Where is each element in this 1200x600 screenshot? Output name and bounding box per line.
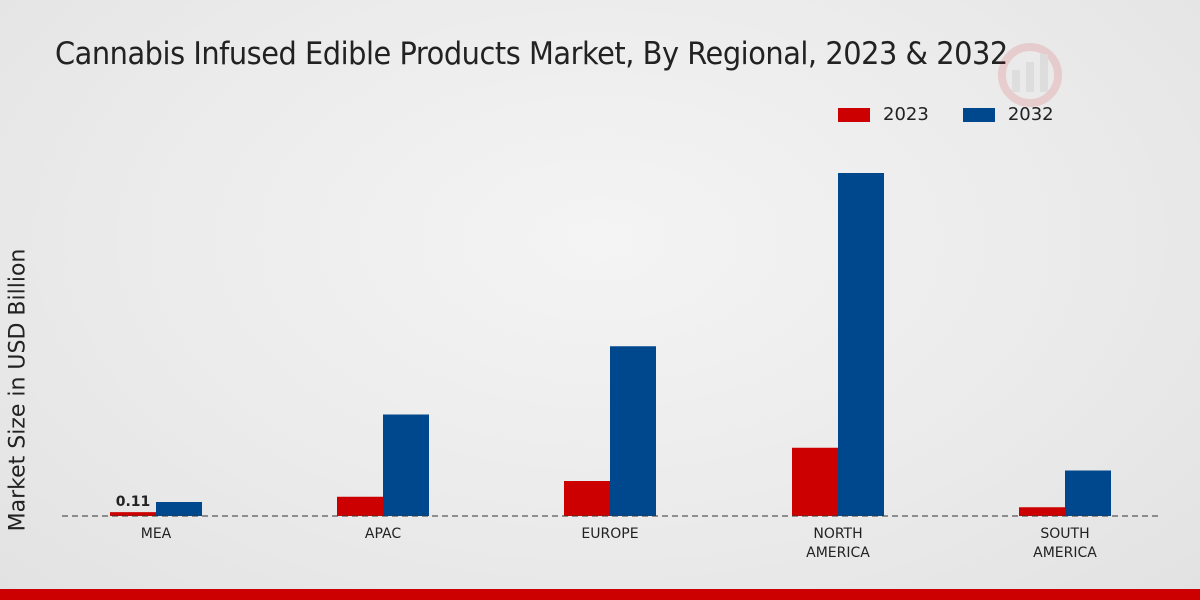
legend-swatch-2023 bbox=[838, 107, 870, 122]
bar-2023-1 bbox=[337, 496, 383, 516]
x-tick-label-3-1: AMERICA bbox=[806, 545, 870, 561]
legend-label-2023: 2023 bbox=[883, 104, 929, 125]
chart-title: Cannabis Infused Edible Products Market,… bbox=[55, 36, 1008, 72]
data-label-0: 0.11 bbox=[116, 494, 151, 510]
bar-2032-2 bbox=[610, 346, 656, 516]
chart-legend: 2023 2032 bbox=[838, 104, 1088, 125]
footer-bar bbox=[0, 589, 1200, 600]
bar-2023-0 bbox=[110, 512, 156, 516]
bar-2023-4 bbox=[1019, 507, 1065, 516]
x-tick-label-0-0: MEA bbox=[141, 526, 172, 542]
bar-2032-1 bbox=[383, 414, 429, 516]
watermark-logo-icon bbox=[998, 43, 1062, 107]
x-tick-label-4-0: SOUTH bbox=[1040, 526, 1089, 542]
legend-item-2032: 2032 bbox=[962, 104, 1054, 125]
x-tick-label-4-1: AMERICA bbox=[1033, 545, 1097, 561]
x-tick-label-3-0: NORTH bbox=[813, 526, 862, 542]
legend-swatch-2032 bbox=[962, 107, 995, 122]
bar-2023-2 bbox=[564, 481, 610, 516]
x-tick-label-1-0: APAC bbox=[365, 526, 401, 542]
legend-item-2023: 2023 bbox=[838, 104, 929, 125]
bar-2032-0 bbox=[156, 502, 202, 516]
x-tick-label-2-0: EUROPE bbox=[581, 526, 638, 542]
legend-label-2032: 2032 bbox=[1007, 104, 1054, 125]
bar-2023-3 bbox=[792, 447, 838, 516]
bar-2032-4 bbox=[1065, 470, 1111, 516]
bar-2032-3 bbox=[838, 173, 884, 516]
